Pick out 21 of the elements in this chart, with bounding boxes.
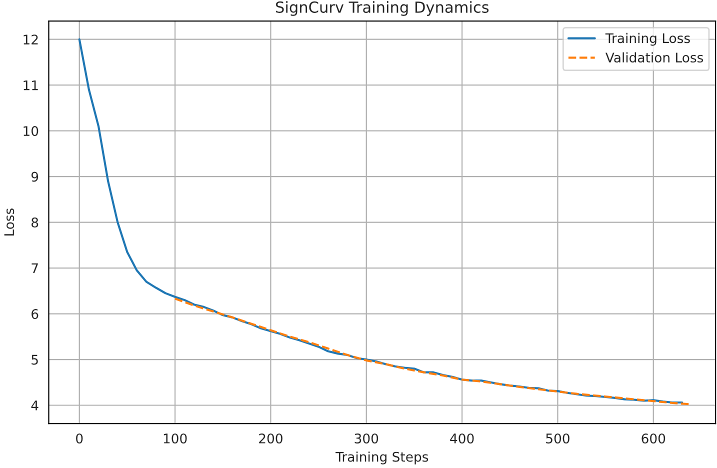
x-tick-label: 500	[546, 433, 570, 444]
x-tick-label: 400	[450, 433, 474, 444]
y-tick-label: 8	[32, 218, 38, 228]
y-tick-label: 4	[31, 400, 38, 410]
chart-title: SignCurv Training Dynamics	[276, 1, 489, 16]
legend-label: Training Loss	[605, 32, 690, 46]
x-tick-label: 600	[642, 433, 666, 444]
y-tick-label: 10	[24, 126, 38, 136]
y-tick-label: 11	[24, 80, 38, 90]
y-tick-label: 6	[32, 308, 38, 319]
x-tick-label: 100	[164, 433, 187, 444]
x-tick-label: 300	[354, 433, 378, 444]
legend-label: Validation Loss	[606, 52, 704, 63]
y-tick-label: 12	[24, 34, 38, 44]
x-tick-label: 200	[259, 433, 282, 444]
y-tick-label: 7	[32, 263, 38, 274]
y-axis-title: Loss	[4, 208, 14, 236]
x-axis-title: Training Steps	[336, 452, 428, 464]
x-tick-label: 0	[76, 433, 83, 444]
y-tick-label: 5	[32, 354, 38, 365]
y-tick-label: 9	[31, 172, 38, 182]
